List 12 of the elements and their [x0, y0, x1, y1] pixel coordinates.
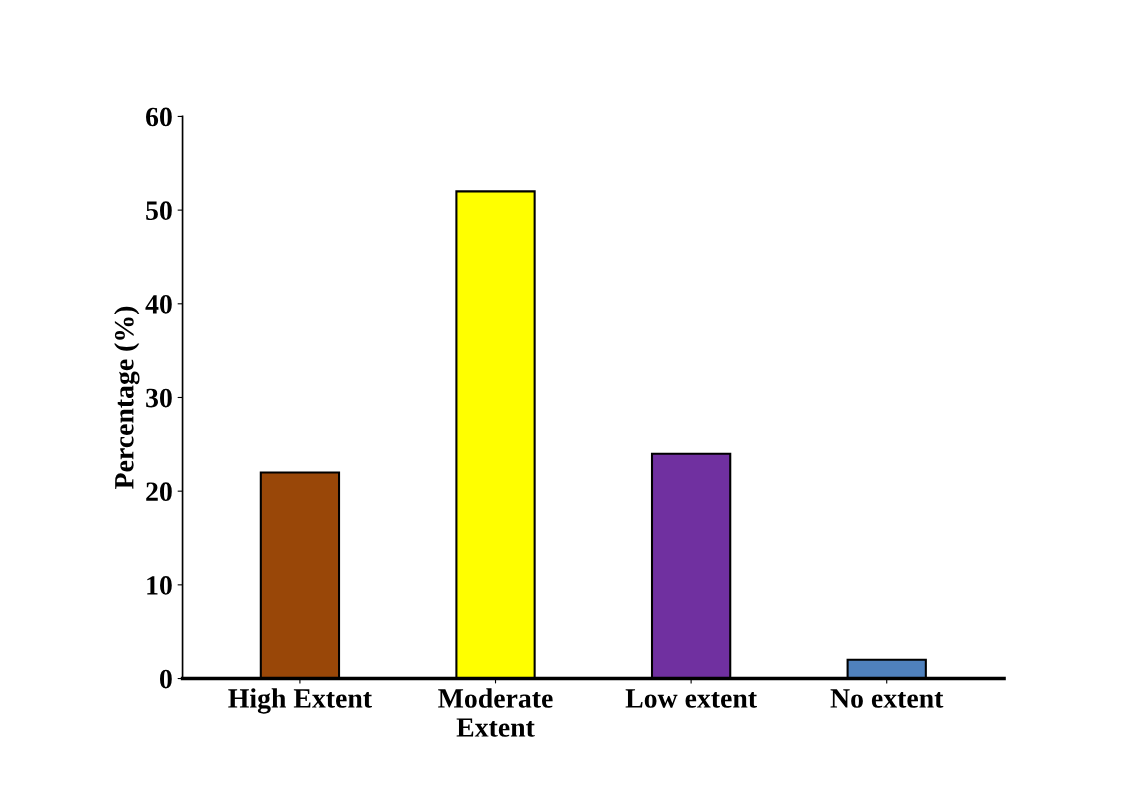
x-tick-label: Moderate Extent [438, 688, 553, 737]
y-tick-label: 30 [146, 388, 172, 408]
x-tick-label: Low extent [625, 689, 757, 708]
y-tick-label: 40 [145, 294, 172, 314]
y-tick-label: 50 [146, 201, 172, 221]
x-tick-label: No extent [830, 689, 944, 708]
x-tick-label: High Extent [228, 688, 372, 714]
y-tick-label: 20 [146, 482, 172, 502]
y-axis-title: Percentage (%) [114, 306, 140, 489]
y-tick-label: 0 [160, 669, 172, 689]
y-tick-label: 60 [146, 107, 172, 127]
y-tick-label: 10 [147, 576, 172, 595]
